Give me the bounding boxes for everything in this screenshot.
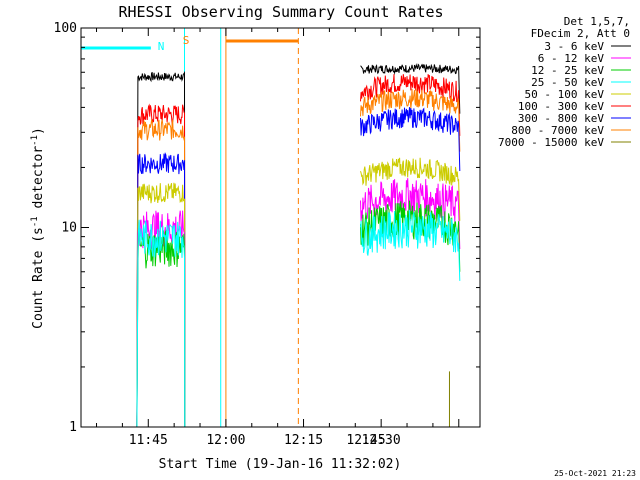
legend-entry-0: 3 - 6 keV [544, 40, 604, 53]
y-axis-label-exp2: -1 [30, 135, 40, 146]
x-tick-label: 11:45 [129, 433, 168, 448]
flag-s-label: S [183, 34, 190, 47]
y-axis-label-tail: detector [31, 146, 46, 217]
legend-entry-2: 12 - 25 keV [531, 64, 604, 77]
flag-n-label: N [158, 40, 165, 53]
legend-header: FDecim 2, Att 0 [531, 27, 630, 40]
y-axis-label-main: Count Rate (s [31, 227, 46, 329]
legend-entry-4: 50 - 100 keV [525, 88, 605, 101]
x-axis-label: Start Time (19-Jan-16 11:32:02) [159, 457, 402, 472]
series-line-3-interval-2 [360, 209, 461, 281]
y-axis: 1 10 100 [54, 21, 480, 435]
x-tick-label: 12:00 [206, 433, 245, 448]
series-line-7-interval-1 [136, 118, 186, 427]
y-axis-label-close: ) [31, 127, 46, 135]
plot-marks [81, 28, 461, 427]
y-tick-label: 100 [54, 21, 77, 36]
series-line-6-interval-2 [360, 107, 461, 172]
legend-entry-8: 7000 - 15000 keV [498, 136, 604, 149]
series-line-4-interval-1 [136, 182, 186, 427]
y-tick-label: 10 [61, 221, 77, 236]
y-axis-label: Count Rate (s-1 detector-1) [30, 127, 46, 329]
series-line-6-interval-1 [136, 151, 186, 427]
series-line-7-interval-2 [360, 88, 461, 152]
legend-entry-3: 25 - 50 keV [531, 76, 604, 89]
x-tick-label: 12:30 [362, 433, 401, 448]
series-line-0-interval-2 [360, 63, 461, 114]
series-line-3-interval-1 [136, 219, 186, 427]
series-line-0-interval-1 [136, 70, 186, 427]
y-tick-label: 1 [69, 420, 77, 435]
x-tick-label: 12:45 [346, 433, 385, 448]
legend-header: Det 1,5,7, [564, 15, 630, 28]
legend-entry-5: 100 - 300 keV [518, 100, 604, 113]
series-line-5-interval-2 [360, 74, 461, 136]
x-tick-label: 12:15 [284, 433, 323, 448]
y-axis-label-exp: -1 [30, 216, 40, 227]
chart-title: RHESSI Observing Summary Count Rates [118, 3, 443, 21]
legend-entry-6: 300 - 800 keV [518, 112, 604, 125]
series-line-4-interval-2 [360, 157, 461, 221]
series-line-2-interval-1 [136, 229, 186, 427]
series-line-5-interval-1 [136, 103, 186, 427]
legend-entry-7: 800 - 7000 keV [511, 124, 604, 137]
footer-timestamp: 25-Oct-2021 21:23 [554, 469, 636, 478]
legend-entry-1: 6 - 12 keV [538, 52, 605, 65]
